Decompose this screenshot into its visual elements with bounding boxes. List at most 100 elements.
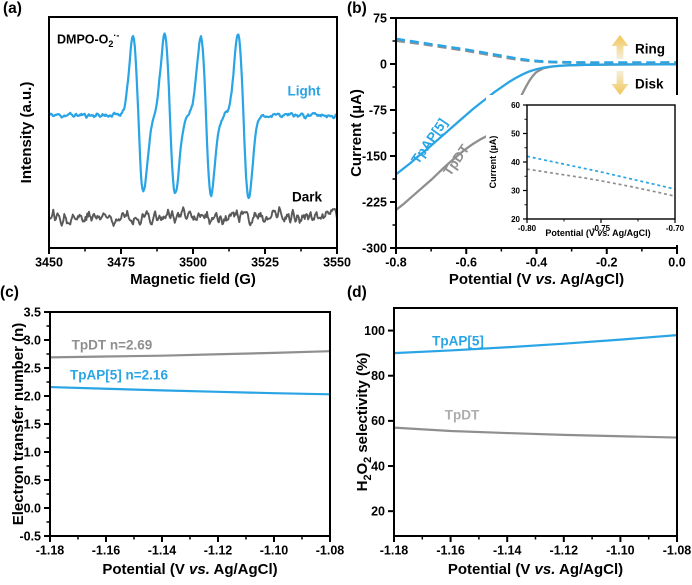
c-x-tick-label: -1.08 <box>316 544 345 558</box>
b-tpap5-disk-line <box>396 63 677 176</box>
d-y-tick-label: 100 <box>364 324 385 338</box>
c-y-tick-label: -0.5 <box>19 529 41 543</box>
chart-c: -1.18 -1.16 -1.14 -1.12 -1.10 -1.08 -0.5 0.0 0.5… <box>10 305 344 578</box>
dark-curve-label: Dark <box>292 190 323 205</box>
panel-a-chart: 3450 3475 3500 3525 3550 Magnetic field (G) In… <box>18 16 351 288</box>
b-x-tick-label: -0.6 <box>455 256 477 270</box>
b-inset-y-tick-label: 20 <box>511 215 520 224</box>
b-x-axis: -0.8 -0.6 -0.4 -0.2 0.0 <box>385 248 686 270</box>
b-inset-x-tick-label: -0.70 <box>666 224 685 233</box>
panel-d-letter: (d) <box>347 284 367 301</box>
b-inset-x-axis-label: Potential (V vs. Ag/AgCl) <box>545 228 650 238</box>
d-x-tick-label: -1.16 <box>436 544 465 558</box>
tpdt-n-label: TpDT n=2.69 <box>72 338 153 353</box>
b-x-tick-label: -0.8 <box>385 256 407 270</box>
b-inset-tpdt-ring-zoom-line <box>527 168 675 198</box>
b-y-tick-label: -225 <box>362 195 387 209</box>
d-x-tick-label: -1.12 <box>550 544 579 558</box>
b-y-tick-label: -75 <box>369 103 387 117</box>
b-x-tick-label: 0.0 <box>668 256 685 270</box>
b-y-axis-label: Current (µA) <box>348 89 365 177</box>
panel-b-chart: -0.8 -0.6 -0.4 -0.2 0.0 75 0 -75 -150 -225 -300 Pot… <box>348 11 686 288</box>
d-tpdt-selectivity-line <box>394 426 677 439</box>
c-y-tick-label: 1.0 <box>24 445 41 459</box>
b-inset-background <box>486 95 686 245</box>
c-y-tick-label: 2.0 <box>24 389 41 403</box>
b-x-tick-label: -0.2 <box>596 256 618 270</box>
b-inset-y-axis-label: Current (µA) <box>488 136 498 189</box>
d-y-axis-label: H2O2 selectivity (%) <box>354 353 374 492</box>
b-inset-y-axis: 20 30 40 50 60 <box>511 101 527 224</box>
dmpo-adduct-label: DMPO-O2·- <box>57 30 119 48</box>
chart-a: 3450 3475 3500 3525 3550 Magnetic field (G) In… <box>18 16 351 288</box>
a-y-axis-label: Intensity (a.u.) <box>18 82 35 184</box>
b-y-axis: 75 0 -75 -150 -225 -300 <box>362 11 396 255</box>
d-tpap5-selectivity-line <box>394 333 677 355</box>
tpdt-sel-label: TpDT <box>445 408 480 423</box>
chart-b-inset: -0.80 -0.75 -0.70 20 30 40 50 60 Potential (V vs… <box>486 95 686 245</box>
c-x-axis-label: Potential (V vs. Ag/AgCl) <box>102 561 277 578</box>
d-y-tick-label: 80 <box>371 369 385 383</box>
panel-c-letter: (c) <box>0 284 19 301</box>
b-y-tick-label: 0 <box>380 57 387 71</box>
c-y-tick-label: 3.0 <box>24 333 41 347</box>
b-y-tick-label: 75 <box>373 11 387 25</box>
b-inset-y-tick-label: 30 <box>511 186 520 195</box>
c-x-tick-label: -1.12 <box>204 544 233 558</box>
d-x-tick-label: -1.10 <box>606 544 635 558</box>
a-x-tick-label: 3550 <box>323 256 351 270</box>
d-x-tick-label: -1.08 <box>663 544 692 558</box>
c-x-tick-label: -1.16 <box>92 544 121 558</box>
a-x-axis: 3450 3475 3500 3525 3550 <box>35 248 351 270</box>
d-y-tick-label: 20 <box>371 505 385 519</box>
d-x-tick-label: -1.14 <box>493 544 522 558</box>
a-x-tick-label: 3525 <box>251 256 279 270</box>
d-x-axis: -1.18 -1.16 -1.14 -1.12 -1.10 -1.08 <box>380 536 692 558</box>
b-inset-x-axis: -0.80 -0.75 -0.70 <box>518 219 685 233</box>
tpap5-sel-label: TpAP[5] <box>432 334 484 349</box>
b-inset-x-tick-label: -0.80 <box>518 224 537 233</box>
c-x-axis: -1.18 -1.16 -1.14 -1.12 -1.10 -1.08 <box>36 536 345 558</box>
c-x-tick-label: -1.10 <box>260 544 289 558</box>
tpap5-n-label: TpAP[5] n=2.16 <box>70 368 168 383</box>
c-y-tick-label: 0.5 <box>24 473 41 487</box>
d-x-tick-label: -1.18 <box>380 544 409 558</box>
panel-b-letter: (b) <box>347 0 367 17</box>
ring-label: Ring <box>635 42 665 57</box>
panel-d-chart: -1.18 -1.16 -1.14 -1.12 -1.10 -1.08 20 40 60 80 10… <box>354 307 692 578</box>
b-inset-tpap5-ring-zoom-line <box>527 155 675 190</box>
d-y-tick-label: 40 <box>371 459 385 473</box>
c-y-tick-label: 2.5 <box>24 361 41 375</box>
a-light-trace-line <box>49 32 337 200</box>
c-x-tick-label: -1.14 <box>148 544 177 558</box>
c-y-tick-label: 0.0 <box>24 501 41 515</box>
a-x-tick-label: 3500 <box>179 256 207 270</box>
disk-label: Disk <box>635 77 664 92</box>
tpap5-curve-label: TpAP[5] <box>408 116 450 167</box>
d-x-axis-label: Potential (V vs. Ag/AgCl) <box>448 561 623 578</box>
disk-down-arrow-icon <box>611 71 629 95</box>
d-y-axis: 20 40 60 80 100 <box>364 324 394 519</box>
a-x-tick-label: 3450 <box>35 256 63 270</box>
b-x-tick-label: -0.4 <box>526 256 548 270</box>
a-x-axis-label: Magnetic field (G) <box>130 271 256 288</box>
b-x-axis-label: Potential (V vs. Ag/AgCl) <box>449 271 624 288</box>
a-x-tick-label: 3475 <box>107 256 135 270</box>
b-y-tick-label: -150 <box>362 149 387 163</box>
c-y-tick-label: 3.5 <box>24 305 41 319</box>
panel-c-chart: -1.18 -1.16 -1.14 -1.12 -1.10 -1.08 -0.5 0.0 0.5… <box>10 305 344 578</box>
c-y-axis-label: Electron transfer number (n) <box>10 323 27 526</box>
b-tpap5-ring-line <box>396 37 677 64</box>
ring-up-arrow-icon <box>611 35 629 59</box>
light-curve-label: Light <box>288 84 321 99</box>
b-inset-y-tick-label: 60 <box>511 101 520 110</box>
b-inset-x-tick-label: -0.75 <box>592 224 611 233</box>
c-y-axis: -0.5 0.0 0.5 1.0 1.5 2.0 2.5 3.0 3.5 <box>19 305 50 543</box>
c-tpdt-n-line <box>50 350 330 359</box>
d-y-tick-label: 60 <box>371 414 385 428</box>
c-y-tick-label: 1.5 <box>24 417 41 431</box>
a-dark-trace-line <box>49 206 337 227</box>
b-inset-y-tick-label: 50 <box>511 129 520 138</box>
c-x-tick-label: -1.18 <box>36 544 65 558</box>
